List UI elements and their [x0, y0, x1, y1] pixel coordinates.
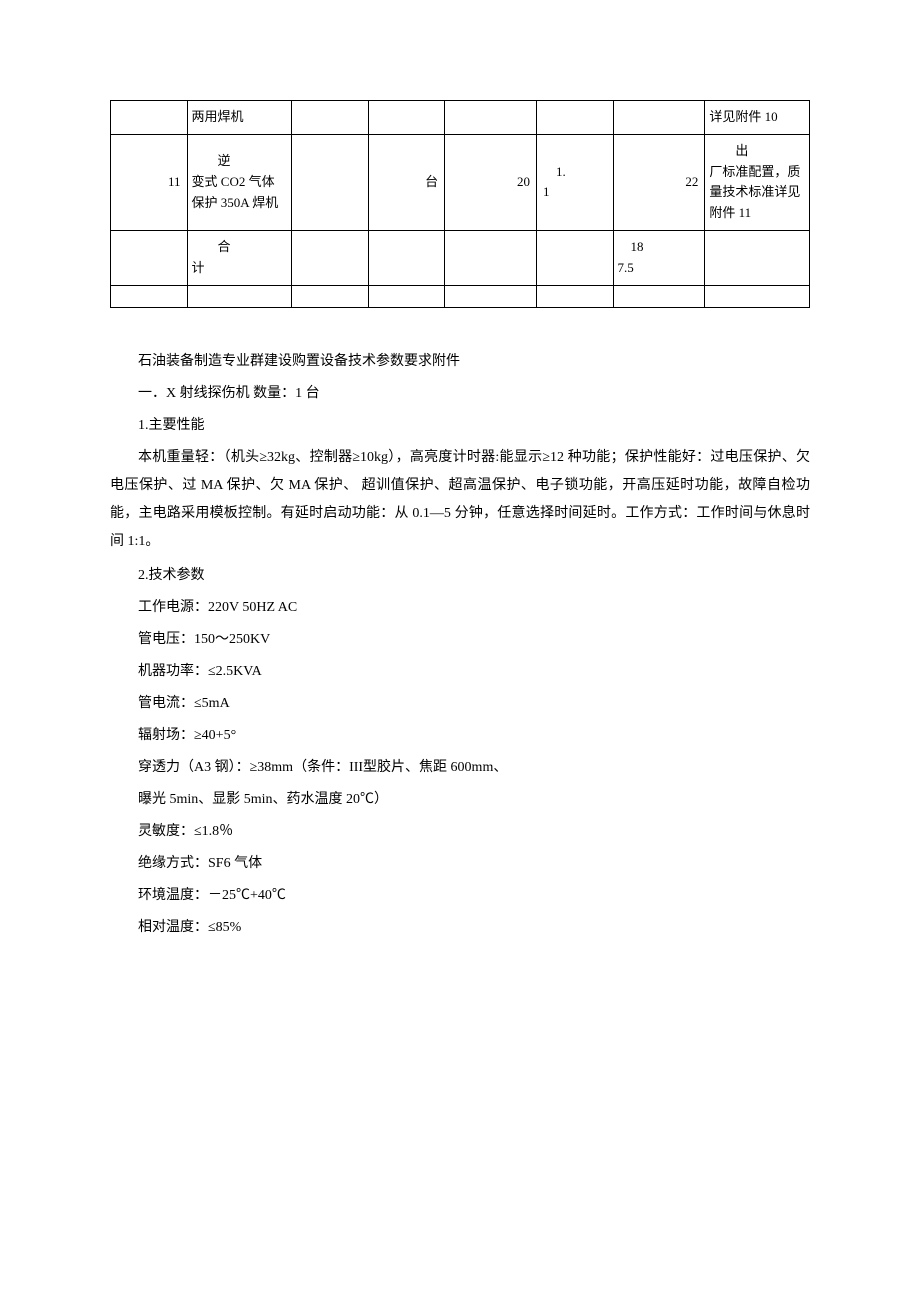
cell-text: 1 [543, 184, 550, 199]
spec-line: 辐射场：≥40+5° [110, 722, 810, 750]
cell-price: 1.1 [537, 134, 614, 230]
cell-remark: 出厂标准配置，质量技术标准详见附件 11 [705, 134, 810, 230]
cell-text: 18 [618, 239, 644, 254]
cell-blank [111, 285, 188, 307]
cell-unit [368, 101, 445, 135]
cell-qty: 20 [445, 134, 537, 230]
cell-text: 变式 CO2 气体保护 350A 焊机 [192, 174, 279, 210]
spec-line: 穿透力（A3 钢）：≥38mm（条件：III型胶片、焦距 600mm、 [110, 754, 810, 782]
spec-line: 绝缘方式：SF6 气体 [110, 850, 810, 878]
cell-num [111, 230, 188, 285]
cell-unit [368, 230, 445, 285]
cell-blank [187, 285, 292, 307]
cell-text: 合 [192, 239, 231, 254]
cell-blank [292, 285, 369, 307]
spec-line: 灵敏度：≤1.8％ [110, 818, 810, 846]
section-title: 石油装备制造专业群建设购置设备技术参数要求附件 [110, 348, 810, 376]
cell-blank [613, 285, 705, 307]
spec-line: 环境温度：－25℃+40℃ [110, 882, 810, 910]
cell-blank [705, 285, 810, 307]
cell-text: 7.5 [618, 260, 634, 275]
cell-blank [292, 101, 369, 135]
spec-line: 相对温度：≤85% [110, 914, 810, 942]
equipment-table: 两用焊机 详见附件 10 11 逆变式 CO2 气体保护 350A 焊机 台 2… [110, 100, 810, 308]
cell-blank [292, 134, 369, 230]
cell-blank [445, 285, 537, 307]
cell-name: 两用焊机 [187, 101, 292, 135]
cell-price [537, 230, 614, 285]
cell-blank [537, 285, 614, 307]
spec-line: 管电压：150～250KV [110, 626, 810, 654]
item-heading: 一．X 射线探伤机 数量：1 台 [110, 380, 810, 408]
table-row: 两用焊机 详见附件 10 [111, 101, 810, 135]
sub-heading: 1.主要性能 [110, 412, 810, 440]
cell-total: 187.5 [613, 230, 705, 285]
cell-name: 合计 [187, 230, 292, 285]
spec-line: 机器功率：≤2.5KVA [110, 658, 810, 686]
cell-qty [445, 230, 537, 285]
cell-text: 出 [709, 143, 748, 158]
cell-price [537, 101, 614, 135]
spec-line: 曝光 5min、显影 5min、药水温度 20℃） [110, 786, 810, 814]
document-content: 石油装备制造专业群建设购置设备技术参数要求附件 一．X 射线探伤机 数量：1 台… [110, 348, 810, 942]
cell-text: 厂标准配置，质量技术标准详见附件 11 [709, 164, 800, 221]
cell-text: 逆 [192, 153, 231, 168]
table-row: 11 逆变式 CO2 气体保护 350A 焊机 台 20 1.1 22 出厂标准… [111, 134, 810, 230]
cell-total: 22 [613, 134, 705, 230]
cell-unit: 台 [368, 134, 445, 230]
cell-remark: 详见附件 10 [705, 101, 810, 135]
table-row-total: 合计 187.5 [111, 230, 810, 285]
table-row-empty [111, 285, 810, 307]
cell-qty [445, 101, 537, 135]
cell-name: 逆变式 CO2 气体保护 350A 焊机 [187, 134, 292, 230]
spec-line: 管电流：≤5mA [110, 690, 810, 718]
sub-heading: 2.技术参数 [110, 562, 810, 590]
cell-remark [705, 230, 810, 285]
cell-blank [292, 230, 369, 285]
body-paragraph: 本机重量轻：（机头≥32kg、控制器≥10kg），高亮度计时器:能显示≥12 种… [110, 444, 810, 556]
cell-num: 11 [111, 134, 188, 230]
spec-line: 工作电源：220V 50HZ AC [110, 594, 810, 622]
cell-text: 1. [543, 164, 566, 179]
cell-blank [368, 285, 445, 307]
cell-total [613, 101, 705, 135]
cell-text: 计 [192, 260, 205, 275]
cell-num [111, 101, 188, 135]
